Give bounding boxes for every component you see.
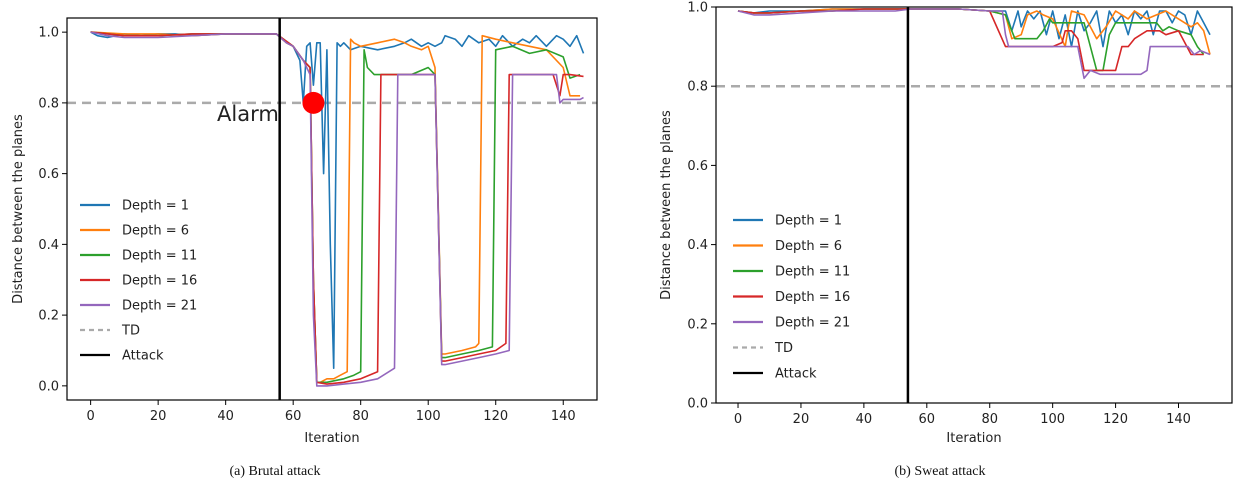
y-tick-label: 0.0 xyxy=(687,397,708,412)
legend-label: TD xyxy=(774,341,793,356)
y-axis-label: Distance between the planes xyxy=(11,114,26,304)
chart-a: Alarm 0 20 40 60 80 100 120 140 0.0 0.2 0.4 0.6 0.8 1.… xyxy=(11,17,598,479)
x-tick-label: 40 xyxy=(217,409,234,424)
axes-frame xyxy=(66,17,598,401)
x-tick-label: 100 xyxy=(1040,412,1065,427)
chart-caption: (b) Sweat attack xyxy=(895,464,986,479)
legend-label: Depth = 16 xyxy=(122,274,197,289)
series-line-depth-21 xyxy=(90,31,584,387)
chart-b: 0 20 40 60 80 100 120 140 0.0 0.2 0.4 0.6 0.8 1.0 Iter… xyxy=(659,1,1233,479)
x-tick-label: 60 xyxy=(919,412,936,427)
y-tick-label: 0.4 xyxy=(687,238,708,253)
x-tick-label: 80 xyxy=(981,412,998,427)
series-line-depth-16 xyxy=(737,8,1204,72)
y-tick-label: 0.2 xyxy=(687,317,708,332)
alarm-marker xyxy=(302,91,325,114)
x-tick-label: 60 xyxy=(285,409,302,424)
y-tick-label: 0.0 xyxy=(38,379,59,394)
y-axis-label: Distance between the planes xyxy=(659,110,674,300)
x-tick-label: 0 xyxy=(86,409,94,424)
legend: Depth = 1 Depth = 6 Depth = 11 Depth = 16 De… xyxy=(80,199,197,364)
legend-label: Depth = 11 xyxy=(775,265,850,280)
x-tick-label: 80 xyxy=(352,409,369,424)
y-tick-label: 0.2 xyxy=(38,309,59,324)
x-tick-label: 120 xyxy=(483,409,508,424)
legend-label: Depth = 1 xyxy=(775,214,842,229)
y-tick-label: 1.0 xyxy=(687,1,708,16)
legend-label: Depth = 6 xyxy=(775,239,842,254)
series-line-depth-21 xyxy=(737,8,1211,80)
x-tick-label: 20 xyxy=(793,412,810,427)
x-axis-label: Iteration xyxy=(304,431,359,446)
plot-area xyxy=(67,18,597,400)
x-tick-label: 140 xyxy=(1166,412,1191,427)
legend-label: Depth = 1 xyxy=(122,199,189,214)
y-tick-label: 1.0 xyxy=(38,26,59,41)
axes-frame xyxy=(715,6,1233,404)
legend-label: TD xyxy=(121,324,140,339)
chart-caption: (a) Brutal attack xyxy=(230,464,321,479)
y-tick-label: 0.6 xyxy=(687,159,708,174)
y-tick-label: 0.8 xyxy=(687,80,708,95)
legend-label: Depth = 6 xyxy=(122,224,189,239)
legend-label: Attack xyxy=(775,367,817,382)
x-tick-label: 40 xyxy=(856,412,873,427)
x-tick-label: 140 xyxy=(551,409,576,424)
legend-label: Depth = 21 xyxy=(775,316,850,331)
legend-label: Depth = 11 xyxy=(122,249,197,264)
x-tick-label: 120 xyxy=(1103,412,1128,427)
y-tick-label: 0.6 xyxy=(38,167,59,182)
y-tick-label: 0.4 xyxy=(38,238,59,253)
legend-label: Depth = 16 xyxy=(775,290,850,305)
legend-label: Depth = 21 xyxy=(122,299,197,314)
x-tick-label: 0 xyxy=(734,412,742,427)
legend-label: Attack xyxy=(122,349,164,364)
plot-area xyxy=(716,7,1232,403)
x-axis-label: Iteration xyxy=(946,431,1001,446)
alarm-label: Alarm xyxy=(217,102,279,126)
y-tick-label: 0.8 xyxy=(38,96,59,111)
x-tick-label: 100 xyxy=(416,409,441,424)
legend: Depth = 1 Depth = 6 Depth = 11 Depth = 16 De… xyxy=(733,214,850,382)
x-tick-label: 20 xyxy=(150,409,167,424)
